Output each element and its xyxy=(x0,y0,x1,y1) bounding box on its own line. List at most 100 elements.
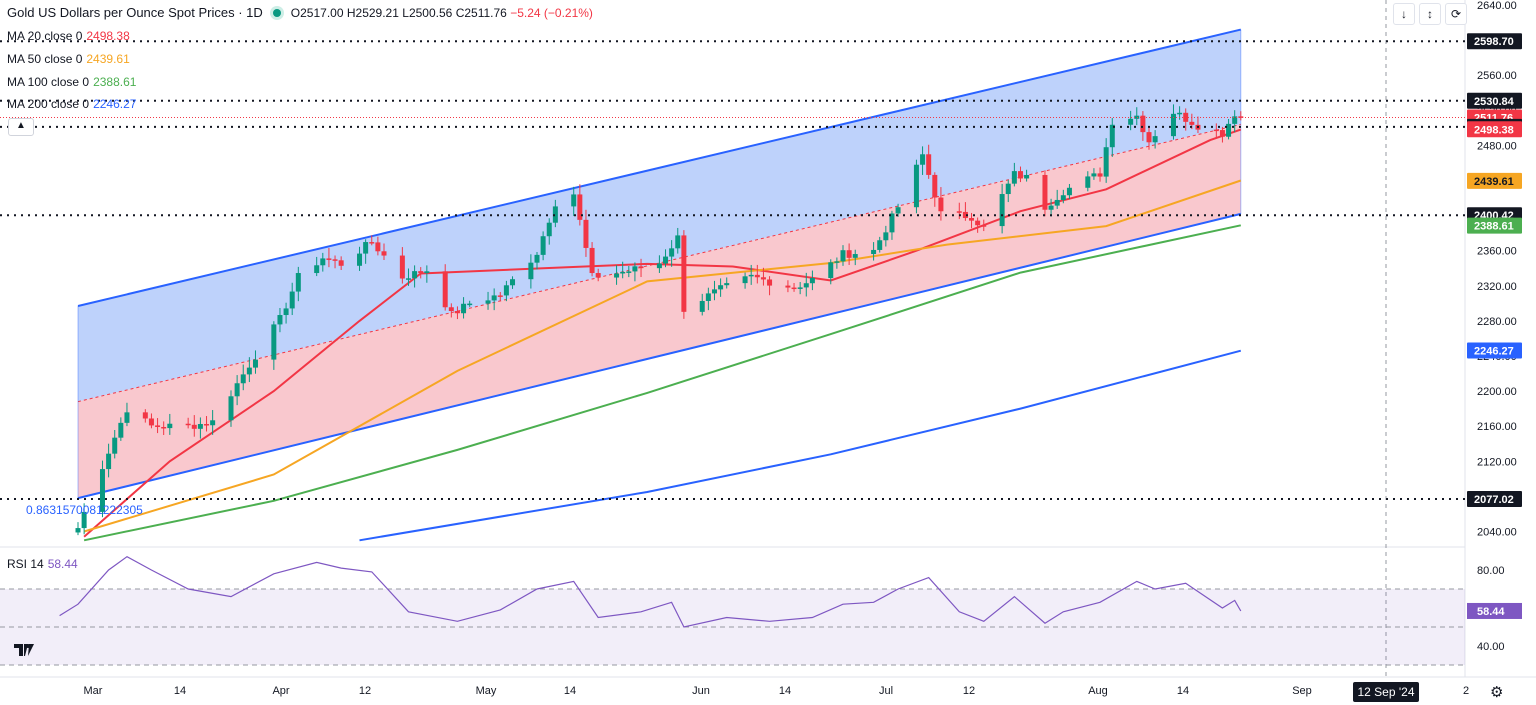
candle-body xyxy=(962,211,968,219)
candle-body xyxy=(638,266,644,269)
candle-body xyxy=(1091,173,1097,177)
candle-body xyxy=(142,412,148,419)
candle-body xyxy=(840,250,846,262)
x-tick-label: Apr xyxy=(272,685,289,697)
candle-body xyxy=(1048,205,1054,210)
y-tick-label: 2640.00 xyxy=(1477,0,1517,12)
candle-body xyxy=(155,425,161,427)
candle-body xyxy=(1103,147,1109,177)
candle-body xyxy=(791,287,797,290)
candle-body xyxy=(834,261,840,263)
candle-body xyxy=(454,311,460,314)
price-change: −5.24 (−0.21%) xyxy=(510,5,593,20)
candle-body xyxy=(185,423,191,426)
candle-body xyxy=(583,219,589,248)
price-label: 2498.38 xyxy=(1474,124,1514,136)
price-label: 2246.27 xyxy=(1474,345,1514,357)
collapse-icon[interactable]: ↕ xyxy=(1419,3,1441,25)
ma20-legend[interactable]: MA 20 close 0 2498.38 xyxy=(7,29,130,43)
candle-body xyxy=(705,293,711,301)
price-label-box xyxy=(1467,33,1522,50)
candle-body xyxy=(1085,176,1091,188)
candle-body xyxy=(1054,199,1060,206)
candle-body xyxy=(418,271,424,274)
candle-body xyxy=(467,303,473,306)
y-tick-label: 2560.00 xyxy=(1477,70,1517,82)
candle-body xyxy=(332,259,338,261)
candle-body xyxy=(234,383,240,397)
ohlc-readout: O2517.00 H2529.21 L2500.56 C2511.76 −5.2… xyxy=(290,5,593,20)
candle-body xyxy=(295,273,301,292)
candle-body xyxy=(663,256,669,264)
candle-body xyxy=(326,258,332,260)
price-label: 2077.02 xyxy=(1474,494,1514,506)
candle-body xyxy=(161,426,167,429)
symbol-title[interactable]: Gold US Dollars per Ounce Spot Prices · … xyxy=(7,5,263,20)
candle-body xyxy=(1066,187,1072,196)
candle-body xyxy=(1219,130,1225,137)
candle-body xyxy=(938,197,944,212)
ma200-legend[interactable]: MA 200 close 0 2246.27 xyxy=(7,97,137,111)
candle-body xyxy=(338,260,344,266)
ma50-legend[interactable]: MA 50 close 0 2439.61 xyxy=(7,52,130,66)
candle-body xyxy=(809,278,815,284)
price-label: 2388.61 xyxy=(1474,221,1514,233)
candle-body xyxy=(675,235,681,249)
y-tick-label: 2480.00 xyxy=(1477,140,1517,152)
settings-gear-icon[interactable]: ⚙ xyxy=(1490,684,1504,701)
candle-body xyxy=(528,262,534,280)
candle-body xyxy=(969,218,975,221)
candle-body xyxy=(1024,174,1030,179)
crosshair-date-badge: 12 Sep '24 xyxy=(1353,682,1419,702)
candle-body xyxy=(614,273,620,278)
arrow-down-icon[interactable]: ↓ xyxy=(1393,3,1415,25)
rsi-legend[interactable]: RSI 14 58.44 xyxy=(7,557,78,571)
candle-body xyxy=(283,308,289,316)
chevron-up-icon[interactable]: ▲ xyxy=(8,118,34,136)
rsi-tick-label: 40.00 xyxy=(1477,641,1505,653)
candle-body xyxy=(846,250,852,258)
rsi-line xyxy=(59,555,1242,628)
candle-body xyxy=(81,511,87,529)
candle-body xyxy=(277,315,283,325)
candle-body xyxy=(589,247,595,274)
x-tick-label: Aug xyxy=(1088,685,1108,697)
y-tick-label: 2160.00 xyxy=(1477,421,1517,433)
candle-body xyxy=(148,418,154,426)
candle-body xyxy=(320,258,326,266)
candle-body xyxy=(871,249,877,255)
price-label-box xyxy=(1467,172,1522,189)
candle-body xyxy=(681,235,687,312)
candle-body xyxy=(1140,115,1146,133)
rsi-value-label: 58.44 xyxy=(1477,606,1505,618)
candle-body xyxy=(442,271,448,308)
candle-body xyxy=(1134,115,1140,119)
x-tick-label: May xyxy=(476,685,497,697)
candle-body xyxy=(552,206,558,223)
candle-body xyxy=(785,285,791,288)
candle-body xyxy=(803,283,809,288)
refresh-icon[interactable]: ⟳ xyxy=(1445,3,1467,25)
candle-body xyxy=(1238,116,1244,118)
rsi-value-box xyxy=(1467,602,1522,619)
ma100-legend[interactable]: MA 100 close 0 2388.61 xyxy=(7,75,137,89)
price-label-box xyxy=(1467,342,1522,359)
candle-body xyxy=(540,236,546,255)
candle-body xyxy=(491,295,497,301)
channel-upper-line xyxy=(77,28,1242,307)
x-tick-label: Sep xyxy=(1292,685,1312,697)
candle-body xyxy=(742,276,748,284)
candle-body xyxy=(1226,123,1232,137)
candle-body xyxy=(546,222,552,237)
x-tick-label: Mar xyxy=(84,685,103,697)
y-tick-label: 2040.00 xyxy=(1477,527,1517,539)
candle-body xyxy=(424,271,430,274)
candle-body xyxy=(669,248,675,257)
channel-lower-fill xyxy=(78,124,1241,499)
candle-body xyxy=(981,225,987,227)
candle-body xyxy=(448,307,454,312)
candle-body xyxy=(405,278,411,280)
candle-body xyxy=(889,213,895,233)
candle-body xyxy=(534,254,540,263)
